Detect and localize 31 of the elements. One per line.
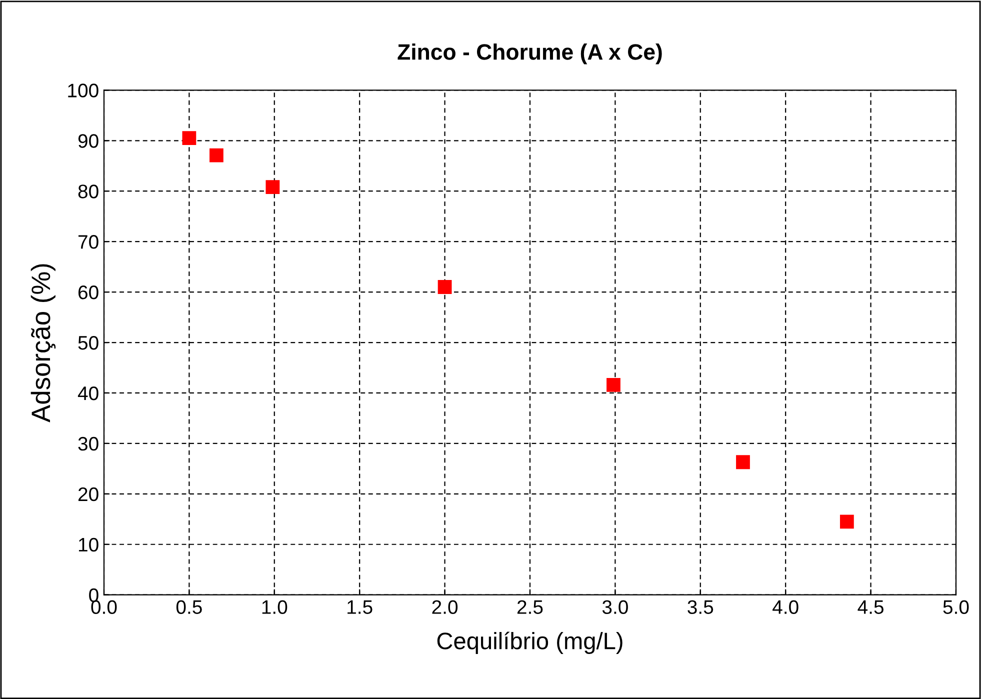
y-tick-label: 60 — [78, 286, 98, 300]
y-tick-label: 70 — [78, 235, 98, 249]
point — [736, 455, 750, 470]
chart-title: Zinco - Chorume (A x Ce) — [398, 44, 662, 64]
point — [182, 131, 196, 146]
y-tick-label: 30 — [78, 436, 98, 451]
y-tick-label: 90 — [78, 134, 98, 148]
point — [840, 514, 854, 529]
point — [210, 148, 224, 162]
x-tick-label: 4.0 — [772, 600, 798, 614]
x-tick-label: 2.5 — [517, 600, 543, 614]
y-tick-label: 10 — [78, 538, 98, 552]
x-tick-label: 1.5 — [348, 600, 372, 614]
x-axis-title: Cequilíbrio (mg/L) — [437, 632, 622, 654]
y-tick-label: 50 — [78, 336, 98, 350]
x-tick-label: 4.5 — [858, 600, 884, 614]
x-tick-label: 0.5 — [176, 600, 202, 614]
x-tick-label: 0.0 — [91, 600, 117, 614]
x-tick-label: 3.0 — [602, 600, 628, 614]
point — [438, 280, 452, 294]
point — [606, 378, 620, 392]
x-tick-label: 3.5 — [688, 600, 714, 614]
y-tick-label: 100 — [68, 84, 98, 98]
y-tick-label: 80 — [78, 184, 98, 198]
y-axis-title: Adsorção (%) — [30, 264, 56, 422]
x-tick-label: 1.0 — [262, 600, 288, 614]
y-tick-label: 40 — [78, 386, 98, 400]
x-tick-label: 2.0 — [432, 600, 458, 614]
point — [266, 180, 280, 194]
y-tick-label: 20 — [78, 487, 98, 502]
x-tick-label: 5.0 — [943, 600, 969, 614]
